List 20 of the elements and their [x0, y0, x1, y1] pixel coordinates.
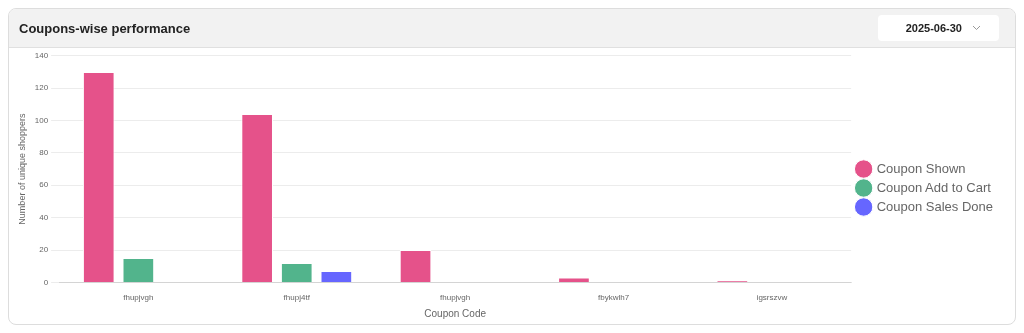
x-tick-label: fhupjvgh	[123, 293, 154, 303]
y-tick-label: 100	[34, 115, 49, 125]
x-tick-label: fbykwlh7	[597, 293, 630, 303]
x-tick-label: fhupjvgh	[440, 293, 471, 303]
y-tick-label: 80	[39, 148, 49, 158]
x-axis-title: Coupon Code	[424, 307, 487, 319]
x-tick-label: igsrszvw	[756, 293, 788, 303]
y-tick-label: 40	[39, 212, 49, 222]
y-tick-label: 120	[34, 83, 49, 93]
chart-title: Coupons-wise performance	[19, 20, 191, 36]
y-tick-label: 20	[39, 245, 49, 255]
y-tick-label: 60	[39, 180, 49, 190]
legend-label: Coupon Shown	[876, 160, 966, 176]
y-tick-label: 140	[34, 51, 49, 60]
y-axis-title: Number of unique shoppers	[16, 113, 27, 225]
x-tick-label: fhupj4tf	[283, 293, 311, 303]
text: 2025-06-30	[905, 22, 962, 34]
legend-label: Coupon Sales Done	[876, 198, 993, 214]
legend-label: Coupon Add to Cart	[876, 179, 992, 195]
y-tick-label: 0	[43, 277, 49, 287]
